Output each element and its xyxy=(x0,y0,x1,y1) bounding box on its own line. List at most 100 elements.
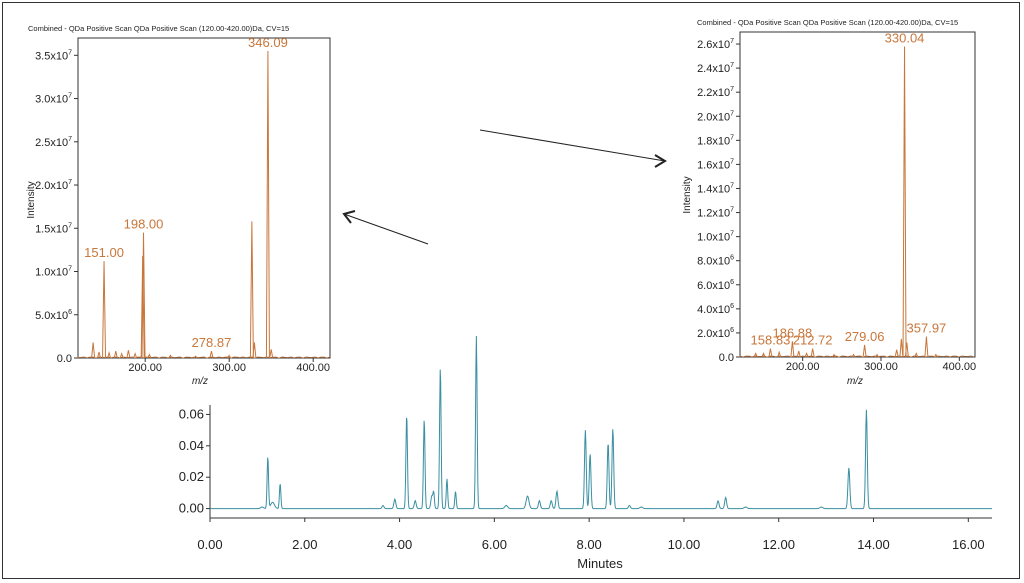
spectrum-right-peak xyxy=(875,353,880,358)
spectrum-right-y-tick-label: 8.0x106 xyxy=(697,255,734,268)
spectrum-right-peak xyxy=(804,352,809,358)
chromatogram-x-tick-label: 2.00 xyxy=(292,537,317,552)
spectrum-right-y-tick-label: 1.6x107 xyxy=(697,158,734,171)
spectrum-right-y-tick-mantissa: 1.4x10 xyxy=(697,183,730,195)
spectrum-left-peak-label: 151.00 xyxy=(84,245,124,260)
spectrum-left-y-tick-label: 0.0 xyxy=(57,353,72,365)
spectrum-right-peak xyxy=(832,353,836,358)
spectrum-right-y-tick-mantissa: 1.0x10 xyxy=(697,232,730,244)
spectrum-left-peak-label: 278.87 xyxy=(192,335,232,350)
arrow-to-left-spectrum xyxy=(343,213,429,245)
spectrum-right-y-tick-label: 1.8x107 xyxy=(697,134,734,147)
chromatogram-x-tick-label: 12.00 xyxy=(762,537,795,552)
spectrum-right-y-tick-mantissa: 2.6x10 xyxy=(697,39,730,51)
chromatogram-chart: 0.00 2.00 4.00 6.00 8.00 10.00 12.00 14.00 16.00… xyxy=(179,335,992,571)
spectrum-right-y-tick-mantissa: 1.8x10 xyxy=(697,135,730,147)
spectrum-left-peak xyxy=(140,255,145,359)
spectrum-right-peak xyxy=(894,349,899,358)
spectrum-left-peak xyxy=(269,349,274,359)
spectrum-right-y-tick-label: 6.0x106 xyxy=(697,279,734,292)
spectrum-left-y-tick-label: 1.5x107 xyxy=(35,222,72,235)
spectrum-left-peak xyxy=(252,342,257,359)
spectrum-right-chart: Combined - QDa Positive Scan QDa Positiv… xyxy=(682,18,976,387)
spectrum-left-y-tick-exponent: 7 xyxy=(68,136,72,143)
spectrum-right-peak xyxy=(851,353,856,358)
spectrum-right-peak xyxy=(904,342,909,358)
spectrum-right-y-tick-exponent: 7 xyxy=(730,86,734,93)
spectrum-right-peak xyxy=(810,348,815,358)
spectrum-right-y-tick-exponent: 7 xyxy=(730,158,734,165)
chromatogram-x-label: Minutes xyxy=(577,556,623,571)
arrowhead-right-icon xyxy=(654,154,667,168)
spectrum-left-peak xyxy=(102,261,107,359)
spectrum-left-y-tick-exponent: 7 xyxy=(68,179,72,186)
spectrum-left-peak xyxy=(168,354,173,359)
spectrum-left-peak xyxy=(147,353,152,359)
spectrum-right-peak xyxy=(933,353,938,358)
spectrum-right-y-tick-label: 2.0x107 xyxy=(697,110,734,123)
spectrum-right-y-tick-exponent: 7 xyxy=(730,110,734,117)
chromatogram-x-tick-label: 16.00 xyxy=(952,537,985,552)
spectrum-right-y-tick-label: 2.2x107 xyxy=(697,86,734,99)
spectrum-right-peak xyxy=(914,352,919,358)
spectrum-right-y-tick-exponent: 7 xyxy=(730,134,734,141)
spectrum-right-peak xyxy=(924,336,929,358)
spectrum-right-y-tick-label: 1.4x107 xyxy=(697,182,734,195)
spectrum-left-x-label: m/z xyxy=(192,376,208,387)
spectrum-left-title: Combined - QDa Positive Scan QDa Positiv… xyxy=(28,24,289,33)
spectrum-right-y-tick-label: 0.0 xyxy=(719,352,734,364)
chromatogram-y-ticks: 0.00 0.02 0.04 0.06 xyxy=(179,406,210,516)
chromatogram-x-ticks: 0.00 2.00 4.00 6.00 8.00 10.00 12.00 14.00 16.00 xyxy=(197,518,985,552)
spectrum-left-peak xyxy=(193,355,198,359)
chromatogram-trace xyxy=(210,335,992,510)
arrow-to-right-spectrum xyxy=(479,129,666,162)
spectrum-right-x-label: m/z xyxy=(847,376,863,387)
spectrum-right-y-tick-label: 2.4x107 xyxy=(697,62,734,75)
spectrum-right-plot-frame xyxy=(739,31,976,358)
spectrum-right-peak-label: 357.97 xyxy=(907,321,947,336)
spectrum-right-title: Combined - QDa Positive Scan QDa Positiv… xyxy=(697,18,958,27)
spectrum-left-y-tick-label: 2.5x107 xyxy=(35,136,72,149)
spectrum-left-y-tick-mantissa: 0.0 xyxy=(57,353,72,365)
spectrum-left-peak xyxy=(113,350,118,359)
spectrum-right-peak-label: 279.06 xyxy=(845,329,885,344)
spectrum-right-peak xyxy=(777,350,782,358)
spectrum-right-y-tick-mantissa: 0.0 xyxy=(719,352,734,364)
chromatogram-y-tick-label: 0.00 xyxy=(179,501,204,516)
spectrum-right-peak xyxy=(761,352,766,358)
chromatogram-x-tick-label: 10.00 xyxy=(668,537,701,552)
spectrum-right-peak xyxy=(796,350,801,358)
spectrum-right-y-tick-label: 1.2x107 xyxy=(697,207,734,220)
spectrum-right-y-tick-label: 4.0x106 xyxy=(697,303,734,316)
spectrum-left-peak xyxy=(265,50,270,359)
spectrum-left-y-tick-mantissa: 5.0x10 xyxy=(35,310,68,322)
spectrum-left-y-tick-label: 3.0x107 xyxy=(35,93,72,106)
spectrum-right-y-tick-label: 1.0x107 xyxy=(697,231,734,244)
spectrum-right-peak-label: 330.04 xyxy=(885,30,925,45)
spectrum-right-y-tick-exponent: 6 xyxy=(730,327,734,334)
spectrum-left-y-tick-mantissa: 3.0x10 xyxy=(35,94,68,106)
spectrum-right-y-tick-mantissa: 2.2x10 xyxy=(697,87,730,99)
spectrum-right-peak xyxy=(899,338,904,358)
spectrum-left-peak xyxy=(91,342,96,359)
spectrum-left-y-tick-label: 1.0x107 xyxy=(35,266,72,279)
spectrum-right-y-tick-exponent: 7 xyxy=(730,182,734,189)
spectrum-right-y-tick-exponent: 6 xyxy=(730,255,734,262)
spectrum-right-y-tick-mantissa: 2.4x10 xyxy=(697,63,730,75)
spectrum-right-peak-label: 158.83 xyxy=(751,333,791,348)
spectrum-left-y-tick-mantissa: 3.5x10 xyxy=(35,50,68,62)
spectrum-right-y-tick-exponent: 7 xyxy=(730,62,734,69)
spectrum-left-peak xyxy=(133,352,138,359)
chromatogram-x-tick-label: 0.00 xyxy=(197,537,222,552)
spectrum-right-y-tick-mantissa: 4.0x10 xyxy=(697,304,730,316)
chromatogram-y-tick-label: 0.02 xyxy=(179,469,204,484)
chromatogram-axes xyxy=(209,405,992,519)
spectrum-right-y-tick-exponent: 7 xyxy=(730,231,734,238)
spectrum-left-y-tick-label: 5.0x106 xyxy=(35,309,72,322)
spectrum-left-y-tick-exponent: 7 xyxy=(68,222,72,229)
arrowhead-left-icon xyxy=(342,210,356,224)
spectrum-right-x-tick-label: 300.00 xyxy=(864,361,898,373)
spectrum-left-peak xyxy=(227,354,232,359)
spectrum-left-y-tick-mantissa: 1.5x10 xyxy=(35,223,68,235)
spectrum-left-y-tick-label: 2.0x107 xyxy=(35,179,72,192)
